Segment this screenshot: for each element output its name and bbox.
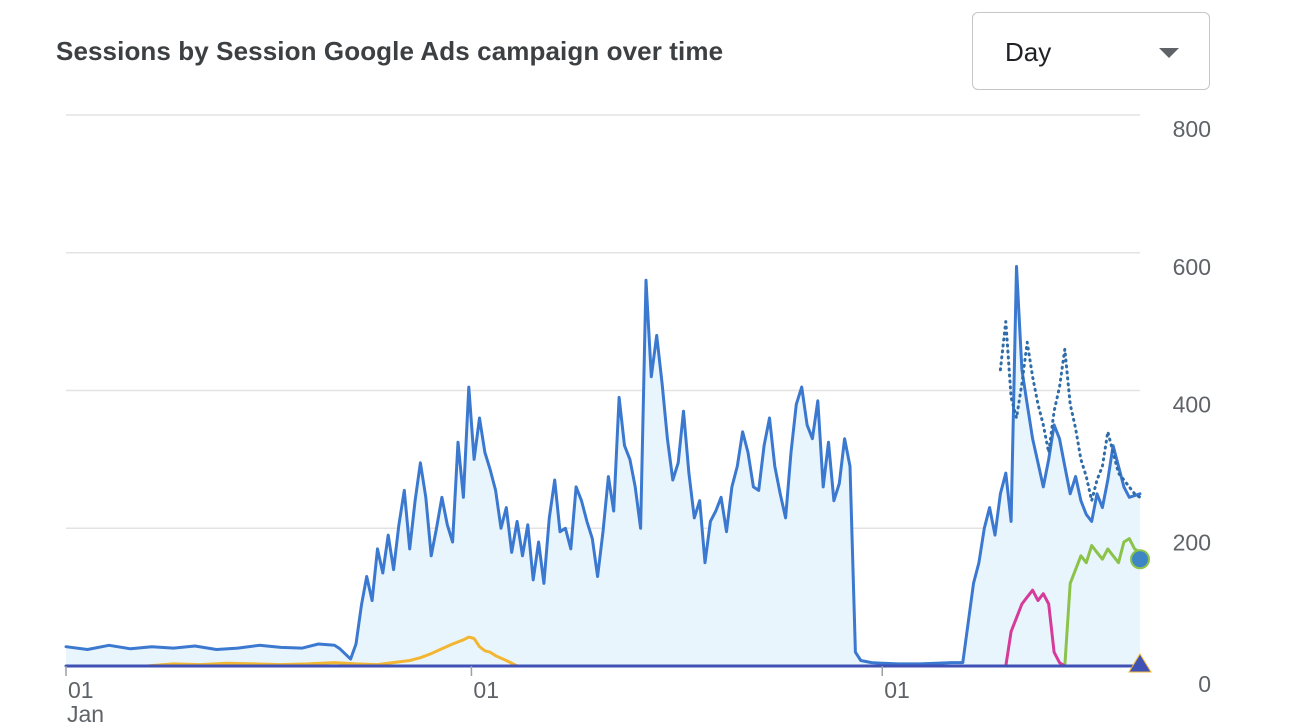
end-markers [1128,549,1152,673]
x-tick-sublabel: Jan [67,701,104,726]
x-tick-label: 01 [884,677,910,703]
series-line-4 [145,635,1142,668]
y-axis-ticks: 800 600 400 200 0 [1173,116,1211,697]
y-tick-label: 200 [1173,529,1211,555]
y-tick-label: 400 [1173,392,1211,418]
chevron-down-icon [1159,48,1179,58]
series-area-fill [66,266,1140,666]
granularity-dropdown[interactable]: Day [972,12,1210,90]
series-line-2 [1063,537,1142,668]
y-tick-label: 0 [1198,671,1211,697]
series-end-triangle [1128,653,1152,673]
granularity-value: Day [1005,37,1052,67]
y-tick-label: 800 [1173,116,1211,142]
series-line-1 [998,320,1142,503]
chart-title: Sessions by Session Google Ads campaign … [56,36,724,66]
x-tick-label: 01 [68,677,94,703]
series-line-0 [64,265,1142,666]
series-end-marker [1130,549,1150,570]
y-tick-label: 600 [1173,254,1211,280]
area-fills [66,266,1140,666]
series-lines [64,265,1142,668]
x-tick-label: 01 [473,677,499,703]
